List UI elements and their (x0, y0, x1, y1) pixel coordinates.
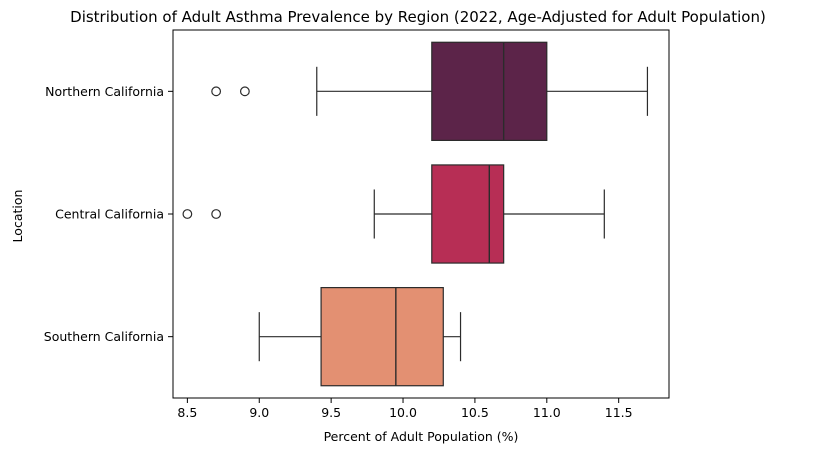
plot-area: Northern California Central California Sou… (44, 29, 670, 420)
x-tick-label: 11.5 (605, 405, 633, 420)
y-axis-label: Location (10, 190, 25, 243)
y-tick-label: Northern California (45, 84, 164, 99)
x-tick-label: 10.5 (461, 405, 489, 420)
box-iqr (320, 287, 444, 387)
plot-frame (172, 29, 670, 399)
x-tick-label: 9.0 (249, 405, 269, 420)
box-iqr (431, 164, 505, 264)
y-tick-label: Southern California (44, 329, 164, 344)
x-tick-label: 9.5 (321, 405, 341, 420)
x-axis-label: Percent of Adult Population (%) (324, 429, 519, 444)
outlier-point (211, 209, 222, 219)
outlier-point (182, 209, 193, 219)
x-tick-label: 10.0 (389, 405, 417, 420)
y-tick-label: Central California (55, 207, 164, 222)
chart-title: Distribution of Adult Asthma Prevalence … (70, 8, 766, 26)
x-tick-label: 8.5 (177, 405, 197, 420)
outlier-point (211, 86, 222, 97)
outlier-point (239, 86, 250, 97)
x-tick-label: 11.0 (533, 405, 561, 420)
box-iqr (431, 41, 548, 141)
